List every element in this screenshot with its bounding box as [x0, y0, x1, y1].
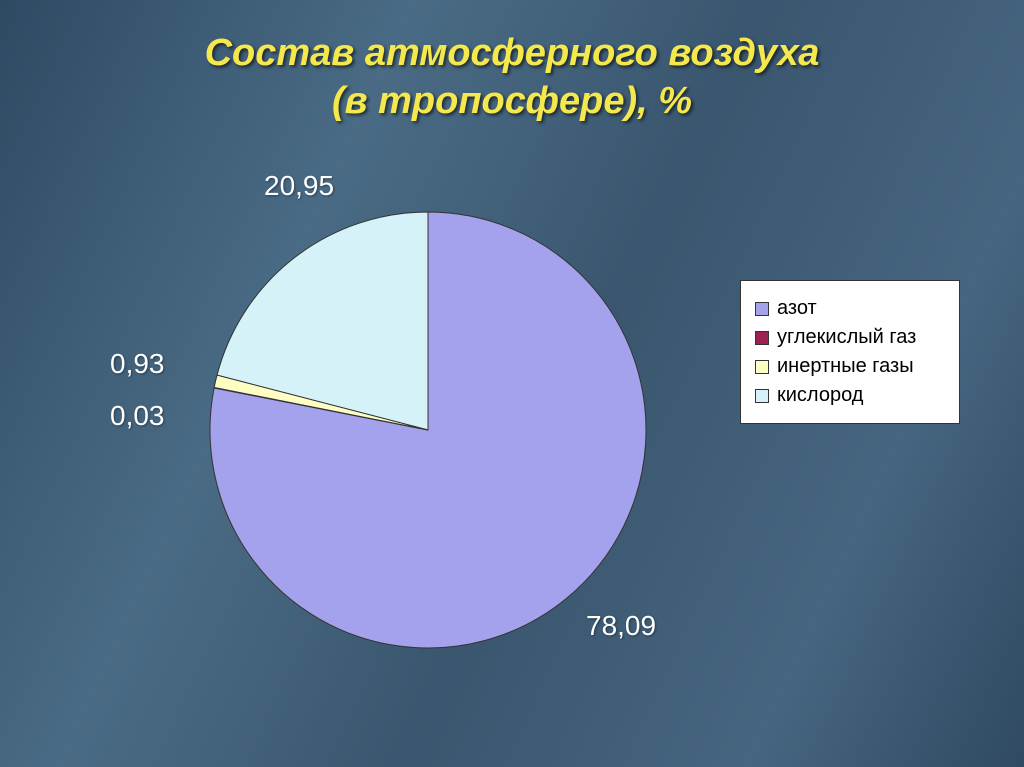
legend: азот углекислый газ инертные газы кислород [740, 280, 960, 424]
legend-item: кислород [755, 384, 945, 407]
data-label: 20,95 [264, 170, 334, 202]
legend-item: инертные газы [755, 355, 945, 378]
data-label: 0,03 [110, 400, 165, 432]
legend-swatch [755, 302, 769, 316]
chart-title-line1: Состав атмосферного воздуха [0, 30, 1024, 78]
data-label: 78,09 [586, 610, 656, 642]
chart-title: Состав атмосферного воздуха (в тропосфер… [0, 30, 1024, 125]
data-label: 0,93 [110, 348, 165, 380]
legend-label: кислород [777, 384, 863, 407]
chart-title-line2: (в тропосфере), % [0, 78, 1024, 126]
legend-item: углекислый газ [755, 326, 945, 349]
legend-label: инертные газы [777, 355, 914, 378]
legend-label: азот [777, 297, 817, 320]
pie-chart [208, 210, 648, 650]
legend-label: углекислый газ [777, 326, 916, 349]
legend-item: азот [755, 297, 945, 320]
legend-swatch [755, 389, 769, 403]
legend-swatch [755, 331, 769, 345]
slide: Состав атмосферного воздуха (в тропосфер… [0, 0, 1024, 767]
legend-swatch [755, 360, 769, 374]
